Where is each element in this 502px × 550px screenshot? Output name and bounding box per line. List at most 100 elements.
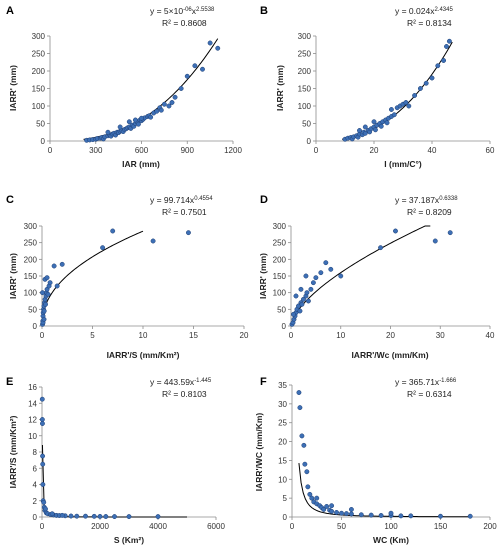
data-point — [172, 94, 178, 100]
data-point — [43, 506, 48, 512]
data-point — [362, 130, 368, 136]
x-tick-label: 0 — [48, 146, 53, 155]
data-point — [215, 45, 221, 51]
data-point — [358, 512, 364, 518]
x-tick-label: 40 — [486, 331, 495, 340]
y-axis-label: IARR' (mm) — [258, 253, 268, 299]
fit-equation: y = 37.187x0.6338 — [395, 195, 458, 205]
chart-panel-D: D 0 10 20 30 40 0 50 100 150 200 250 300 IARR'/Wc (mm… — [258, 194, 495, 360]
panel-letter: D — [260, 194, 268, 206]
data-point — [39, 421, 45, 427]
y-tick-label: 0 — [33, 513, 38, 522]
data-point — [169, 100, 175, 105]
data-point — [305, 298, 311, 304]
x-axis-label: S (Km²) — [114, 535, 144, 545]
y-tick-label: 16 — [28, 383, 37, 392]
data-point — [304, 290, 310, 296]
data-point — [328, 266, 334, 272]
x-tick-label: 200 — [483, 522, 497, 531]
data-point — [39, 417, 45, 422]
data-point — [378, 245, 383, 251]
y-tick-label: 300 — [32, 32, 46, 41]
y-tick-label: 100 — [273, 289, 287, 298]
data-point — [74, 513, 80, 519]
y-tick-label: 14 — [28, 399, 37, 408]
data-point — [334, 510, 339, 515]
data-point — [184, 73, 190, 79]
y-tick-label: 0 — [307, 137, 312, 146]
y-tick-label: 8 — [33, 448, 38, 457]
chart-panel-B: B 0 20 40 60 0 50 100 150 200 250 300 I (mm/C°) IARR'… — [260, 5, 495, 169]
data-point — [373, 127, 378, 133]
y-tick-label: 250 — [273, 239, 287, 248]
y-tick-label: 150 — [24, 272, 38, 281]
data-point — [43, 301, 48, 307]
x-axis-label: WC (Km) — [373, 535, 409, 545]
fit-equation: y = 5×10-06x2.5538 — [150, 6, 215, 16]
data-point — [100, 245, 106, 251]
data-point — [59, 261, 65, 267]
x-tick-label: 20 — [386, 331, 395, 340]
chart-panel-F: F 0 50 100 150 200 0 5 10 15 20 25 30 35 WC (Km) IARR'/… — [254, 376, 497, 545]
data-point — [192, 63, 198, 69]
y-tick-label: 100 — [298, 102, 312, 111]
data-point — [126, 514, 132, 520]
data-point — [132, 117, 138, 123]
data-point — [313, 275, 319, 281]
data-point — [339, 510, 344, 516]
x-axis-label: IARR'/Wc (mm/Km) — [351, 350, 428, 360]
data-point — [40, 482, 46, 487]
y-tick-label: 12 — [28, 416, 37, 425]
x-tick-label: 15 — [189, 331, 198, 340]
y-tick-label: 0 — [41, 137, 46, 146]
r-squared-label: R² = 0.6314 — [407, 389, 452, 399]
x-tick-label: 300 — [89, 146, 103, 155]
fit-curve — [41, 230, 144, 321]
data-point — [446, 38, 452, 44]
data-point — [186, 230, 191, 236]
data-point — [438, 513, 443, 519]
y-tick-label: 0 — [282, 322, 287, 331]
data-point — [441, 58, 447, 63]
x-tick-label: 600 — [135, 146, 149, 155]
data-point — [378, 123, 384, 129]
data-point — [304, 469, 310, 475]
x-tick-label: 6000 — [207, 522, 225, 531]
data-point — [44, 275, 50, 281]
chart-panel-E: E 0 2000 4000 6000 0 2 4 6 8 10 12 14 16 S (Km²) IARR'/… — [6, 376, 225, 545]
y-tick-label: 35 — [278, 381, 287, 390]
fit-equation: y = 365.71x-1.666 — [395, 377, 457, 387]
data-point — [40, 290, 45, 296]
data-point — [447, 230, 453, 236]
y-tick-label: 5 — [283, 494, 288, 503]
y-tick-label: 200 — [273, 255, 287, 264]
y-tick-label: 0 — [33, 322, 38, 331]
y-tick-label: 150 — [298, 85, 312, 94]
y-tick-label: 50 — [277, 305, 286, 314]
fit-equation: y = 443.59x-1.445 — [150, 377, 212, 387]
data-point — [423, 80, 429, 86]
data-point — [329, 503, 335, 509]
y-tick-label: 0 — [283, 513, 288, 522]
y-tick-label: 4 — [33, 481, 38, 490]
y-tick-label: 25 — [278, 419, 287, 428]
x-tick-label: 60 — [486, 146, 495, 155]
data-point — [41, 316, 47, 322]
data-point — [417, 86, 423, 91]
x-axis-label: IARR'/S (mm/Km²) — [107, 350, 180, 360]
data-point — [59, 512, 65, 518]
x-tick-label: 40 — [428, 146, 437, 155]
data-point — [117, 124, 123, 130]
data-point — [45, 291, 51, 297]
data-point — [408, 513, 414, 519]
x-tick-label: 10 — [336, 331, 345, 340]
fit-curve — [291, 225, 431, 324]
data-point — [300, 296, 306, 302]
y-tick-label: 200 — [32, 67, 46, 76]
x-tick-label: 0 — [289, 331, 294, 340]
data-point — [348, 511, 354, 517]
r-squared-label: R² = 0.7501 — [162, 207, 207, 217]
data-point — [318, 270, 324, 276]
data-point — [344, 511, 349, 517]
data-point — [398, 513, 404, 519]
